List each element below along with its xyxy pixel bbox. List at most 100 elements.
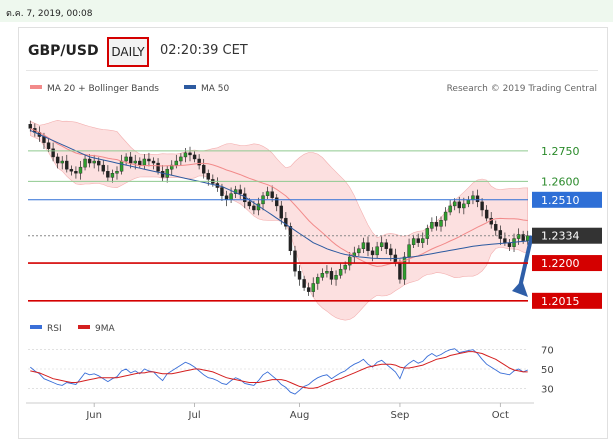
candle-body (78, 166, 83, 174)
x-tick-label-Sep: Sep (391, 410, 410, 421)
rsi-legend-label: RSI (47, 324, 62, 334)
candle-body (475, 195, 480, 203)
ma9-line (30, 351, 528, 389)
candle-body (489, 217, 493, 225)
candle-body (439, 220, 443, 227)
candle-body (138, 160, 142, 166)
candle-body (466, 199, 471, 205)
candle-body (170, 164, 174, 170)
candle-body (343, 264, 347, 270)
candle-body (69, 168, 74, 172)
candle-body (106, 171, 110, 178)
candle-body (453, 201, 457, 207)
candle-body (329, 271, 334, 280)
candle-body (462, 203, 466, 209)
candle-body (370, 250, 375, 256)
candle-body (101, 164, 106, 172)
header-time: 02:20:39 CET (160, 43, 248, 58)
x-axis: Jun Jul Aug Sep Oct (26, 402, 534, 421)
forecast-arrow-head (512, 280, 528, 297)
currency-pair-title: GBP/USD (28, 43, 99, 59)
candle-body (247, 201, 252, 207)
candle-body (293, 250, 297, 272)
candle-body (430, 222, 434, 229)
candle-body (348, 256, 352, 266)
rsi-plot: 70 50 30 (28, 346, 554, 395)
price-levels: 1.2750 1.2600 1.2510 1.2334 1.2200 1.2015 (28, 145, 602, 309)
credit-text: Research © 2019 Trading Central (447, 84, 597, 94)
candle-body (389, 248, 393, 256)
candle-body (87, 158, 92, 164)
forecast-arrow-shaft (518, 235, 534, 288)
level-box-1.2200 (532, 255, 602, 272)
candle-body (357, 248, 361, 254)
candle-body (51, 148, 55, 158)
x-tick-label-Jul: Jul (188, 410, 201, 421)
candle-body (316, 277, 320, 284)
candle-body (183, 152, 188, 158)
candle-body (421, 238, 425, 243)
candle-body (366, 242, 370, 252)
candle-body (179, 156, 183, 162)
candle-body (407, 244, 411, 258)
candle-body (425, 228, 430, 239)
level-box-1.2334 (532, 227, 602, 244)
candle-body (165, 168, 169, 178)
candle-body (238, 189, 242, 194)
ma20-line (30, 127, 528, 267)
candle-body (224, 195, 229, 200)
ma20-legend-label: MA 20 + Bollinger Bands (47, 84, 159, 94)
ma20-swatch (30, 85, 42, 89)
candle-body (379, 242, 384, 247)
candle-body (128, 156, 133, 164)
candle-body (160, 171, 165, 178)
candle-body (220, 187, 224, 196)
candle-body (411, 238, 416, 245)
candle-body (74, 171, 78, 174)
level-box-1.2015 (532, 292, 602, 309)
candle-body (361, 242, 366, 249)
candle-body (325, 271, 329, 274)
candle-body (457, 201, 461, 209)
candle-body (338, 268, 343, 276)
candle-body (443, 211, 448, 221)
candle-body (334, 275, 338, 280)
candle-body (151, 160, 156, 164)
candle-body (498, 230, 503, 239)
candle-body (60, 160, 64, 164)
rsi-line (30, 348, 528, 395)
candle-body (471, 195, 475, 200)
candle-body (448, 205, 452, 213)
ma50-legend-label: MA 50 (201, 84, 230, 94)
candle-body (142, 158, 147, 166)
candle-body (192, 154, 197, 160)
candle-body (46, 142, 51, 149)
main-plot (28, 119, 534, 321)
candle-body (174, 160, 179, 166)
candle-body (110, 173, 115, 178)
candle-body (119, 160, 124, 172)
x-tick-label-Aug: Aug (290, 410, 310, 421)
candle-body (133, 160, 137, 164)
candle-body (115, 171, 119, 174)
candle-body (188, 152, 192, 156)
candle-body (55, 156, 60, 164)
candle-body (375, 246, 379, 256)
candle-body (147, 158, 151, 162)
header-divider (26, 70, 598, 71)
timeframe-button[interactable]: DAILY (107, 37, 149, 67)
level-box-1.2510 (532, 191, 602, 208)
candle-body (484, 209, 489, 219)
top-date-bar: ต.ค. 7, 2019, 00:08 (0, 0, 613, 22)
candle-body (416, 238, 420, 243)
candle-body (201, 164, 206, 174)
candle-body (206, 173, 210, 180)
ma50-swatch (184, 85, 196, 89)
candle-body (229, 193, 233, 200)
candle-body (434, 222, 439, 227)
level-label-1.2334: 1.2334 (541, 230, 580, 243)
x-tick-label-Jun: Jun (85, 410, 102, 421)
ma50-line (30, 129, 528, 260)
candle-body (265, 191, 270, 196)
